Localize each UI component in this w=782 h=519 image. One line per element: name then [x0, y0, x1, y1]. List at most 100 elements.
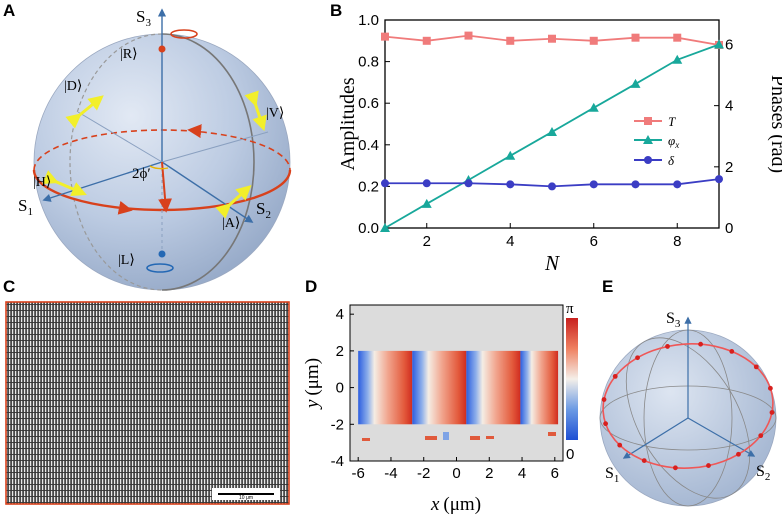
- state-vector: [158, 161, 173, 213]
- b-x-tick-label: 6: [590, 233, 598, 250]
- panel-label-a: A: [3, 1, 15, 20]
- d-y-tick-label: 2: [336, 343, 344, 360]
- b-point-circle: [506, 180, 515, 189]
- phase-period-stripe: [466, 350, 521, 425]
- e-orbit-dot: [641, 458, 647, 464]
- e-s3-label: S3: [666, 310, 681, 330]
- e-orbit-dot: [767, 385, 773, 391]
- e-orbit-dot: [603, 421, 609, 427]
- state-r-label: |R⟩: [120, 47, 138, 62]
- b-point-triangle: [547, 126, 557, 136]
- b-legend: T φx δ: [634, 114, 679, 168]
- b-left-axis-label: Amplitudes: [337, 77, 359, 171]
- phase-period-stripe: [358, 350, 413, 425]
- s3-label: S3: [136, 7, 151, 29]
- d-y-tick-label: 0: [336, 380, 344, 397]
- d-tick-layer: -6 -4 -2 0 2 4 6 4 2 0 -2 -4: [331, 306, 559, 482]
- panel-d: D -6 -4 -2 0 2 4 6 4 2 0 -2 -4 π 0 x (μm) y(μm): [302, 277, 578, 515]
- legend-t-label: T: [668, 114, 676, 129]
- b-point-triangle: [588, 102, 599, 112]
- scale-bar: [218, 493, 274, 495]
- b-left-tick-label: 0.6: [358, 95, 379, 112]
- d-x-tick-label: 6: [551, 465, 559, 482]
- legend-phi-marker: [643, 135, 653, 144]
- panel-a: A S3 S1 S2 |R⟩: [3, 1, 292, 291]
- b-x-axis-label: N: [544, 251, 560, 275]
- b-point-square: [422, 36, 431, 45]
- panel-label-c: C: [3, 277, 15, 296]
- d-x-axis-label: x (μm): [430, 494, 481, 515]
- polarization-arrows: [42, 90, 267, 219]
- fragment: [470, 436, 480, 440]
- b-point-square: [673, 33, 682, 42]
- b-point-triangle: [505, 150, 516, 160]
- state-v-label: |V⟩: [266, 106, 284, 121]
- fragment: [548, 432, 556, 436]
- e-orbit-dot: [612, 373, 618, 379]
- b-point-square: [464, 31, 473, 40]
- legend-phi-label: φx: [668, 133, 679, 150]
- d-y-tick-label: 4: [336, 306, 344, 323]
- b-left-tick-label: 1.0: [358, 12, 379, 29]
- e-orbit-dot: [706, 463, 711, 468]
- b-x-tick-label: 2: [423, 233, 431, 250]
- yellow-arrow-a: [215, 184, 252, 219]
- b-point-circle: [548, 182, 556, 191]
- b-point-triangle: [630, 78, 641, 88]
- b-point-triangle: [380, 223, 390, 232]
- colorbar-max-label: π: [566, 301, 574, 317]
- b-x-tick-label: 4: [506, 233, 514, 250]
- b-point-triangle: [714, 39, 724, 49]
- b-point-circle: [464, 179, 473, 188]
- e-orbit-points: [601, 341, 775, 471]
- b-point-circle: [589, 180, 598, 189]
- e-orbit-dot: [758, 433, 764, 439]
- b-left-tick-label: 0.2: [358, 178, 379, 195]
- e-orbit-dot: [769, 410, 775, 415]
- colorbar: [566, 318, 578, 440]
- legend-delta-marker: [644, 156, 652, 164]
- equator-arrow-back: [187, 124, 202, 139]
- b-right-tick-label: 0: [725, 220, 733, 237]
- panel-label-d: D: [305, 277, 317, 296]
- state-d-label: |D⟩: [64, 79, 82, 94]
- b-point-triangle: [421, 198, 432, 208]
- equator-arrow-front: [117, 200, 133, 215]
- rotation-r-icon: [170, 29, 198, 39]
- b-point-square: [381, 32, 389, 41]
- phase-period-stripe: [520, 350, 559, 425]
- e-orbit-dot: [753, 364, 759, 370]
- b-point-circle: [422, 179, 431, 188]
- plot-frame-b: [384, 19, 720, 229]
- b-point-square: [631, 33, 640, 42]
- b-right-axis-label: Phases (rad): [767, 75, 782, 173]
- b-left-tick-label: 0.0: [358, 220, 379, 237]
- state-l-label: |L⟩: [118, 253, 135, 268]
- fragment: [362, 438, 370, 441]
- d-y-tick-label: -2: [331, 416, 344, 433]
- b-series-layer: [380, 31, 724, 232]
- b-right-tick-label: 4: [725, 98, 733, 115]
- meridian-front: [161, 33, 255, 291]
- pole-l-dot: [158, 250, 166, 258]
- d-x-tick-label: 0: [452, 465, 460, 482]
- e-orbit-dot: [601, 397, 607, 402]
- b-x-tick-label: 8: [673, 233, 681, 250]
- pole-r-dot: [158, 45, 166, 53]
- b-point-circle: [715, 175, 723, 184]
- e-s1-axis: [622, 417, 689, 459]
- b-right-tick-label: 6: [725, 36, 733, 53]
- d-x-tick-label: -2: [417, 465, 430, 482]
- e-orbit-dot: [665, 344, 670, 349]
- state-h-label: |H⟩: [33, 175, 51, 190]
- e-orbit-dot: [729, 348, 735, 354]
- e-s2-label: S2: [756, 463, 770, 483]
- sem-micrograph: [5, 301, 290, 505]
- b-right-tick-label: 2: [725, 159, 733, 176]
- legend-t-marker: [644, 117, 652, 125]
- angle-arc: [149, 165, 169, 170]
- yellow-arrow-v: [244, 90, 267, 132]
- b-point-circle: [673, 180, 682, 189]
- d-x-tick-label: -6: [352, 465, 365, 482]
